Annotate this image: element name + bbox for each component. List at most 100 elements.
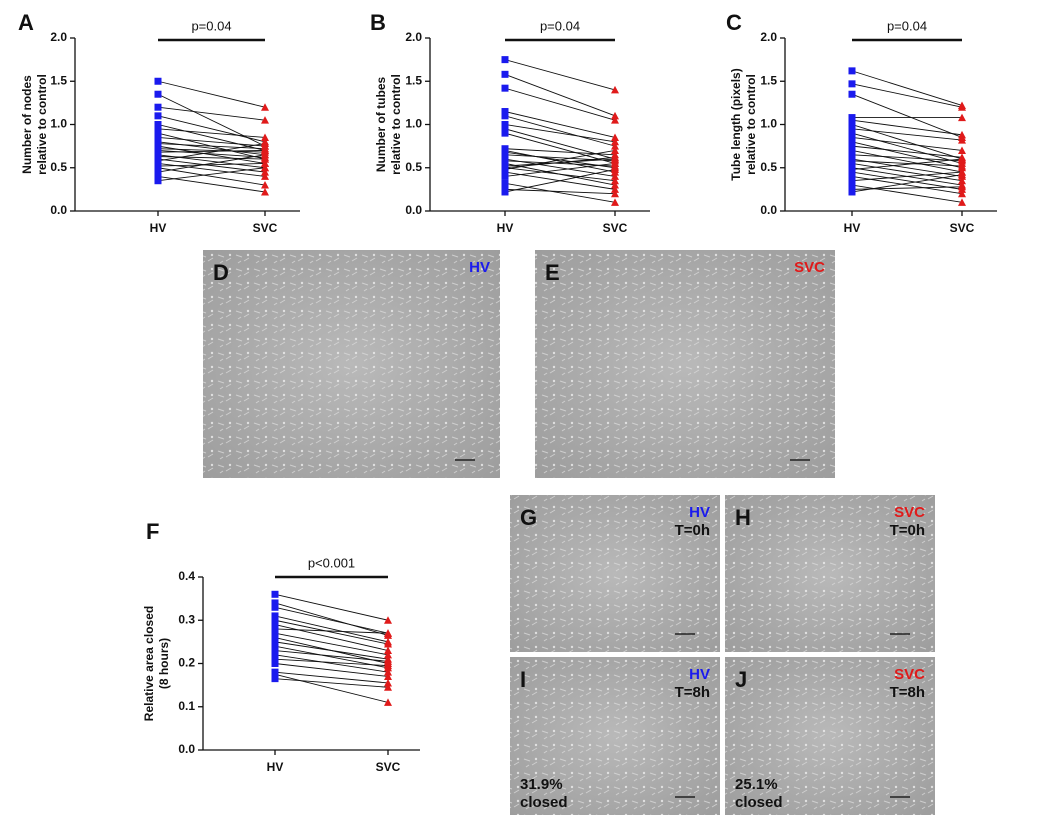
pair-line	[851, 174, 963, 193]
point	[271, 651, 279, 659]
point	[958, 113, 966, 122]
point	[848, 80, 856, 88]
point	[848, 121, 856, 128]
pair-line	[157, 150, 266, 153]
point	[384, 657, 392, 665]
pair-line	[274, 632, 389, 656]
y-axis-label: Tube length (pixels)	[729, 68, 743, 180]
pair-line	[157, 143, 266, 162]
pair-line	[274, 663, 389, 677]
group-label: SVC	[894, 504, 925, 521]
x-tick-label: HV	[844, 221, 861, 235]
micrograph-texture	[203, 250, 500, 478]
group-label: HV	[689, 666, 710, 683]
pair-line	[851, 154, 963, 162]
point	[501, 168, 509, 176]
pair-line	[851, 171, 963, 182]
point	[611, 153, 619, 161]
p-value: p=0.04	[887, 18, 927, 33]
pair-line	[274, 671, 389, 684]
point	[848, 159, 856, 167]
point	[261, 172, 269, 180]
point	[958, 146, 966, 154]
point	[271, 642, 279, 650]
point	[271, 629, 279, 637]
point	[271, 670, 279, 678]
pair-line	[274, 654, 389, 673]
point	[958, 176, 966, 185]
point	[261, 139, 269, 148]
x-tick-label: SVC	[950, 221, 975, 235]
panel-label: E	[545, 260, 560, 285]
point	[848, 168, 856, 176]
point	[848, 129, 856, 137]
point	[848, 114, 856, 122]
point	[261, 163, 269, 172]
point	[384, 661, 392, 670]
y-tick-label: 2.0	[405, 30, 422, 44]
point	[501, 56, 509, 64]
point	[154, 177, 162, 185]
pair-line	[274, 606, 389, 634]
y-tick-label: 1.0	[760, 117, 777, 131]
pair-line	[157, 80, 266, 108]
point	[848, 138, 856, 146]
point	[501, 164, 509, 172]
point	[154, 125, 162, 133]
panel-label: J	[735, 667, 747, 692]
point	[261, 150, 269, 159]
point	[611, 176, 619, 185]
point	[501, 151, 509, 159]
pair-line	[851, 184, 963, 203]
pair-line	[504, 124, 616, 143]
pair-line	[504, 182, 616, 203]
pair-line	[274, 628, 389, 634]
pair-line	[851, 158, 963, 170]
micrograph: D HV	[203, 250, 500, 478]
point	[154, 121, 162, 128]
point	[958, 198, 966, 206]
pair-line	[274, 641, 389, 660]
x-tick-label: SVC	[603, 221, 628, 235]
pair-line	[157, 167, 266, 186]
time-label: T=8h	[890, 684, 925, 701]
point	[501, 121, 509, 128]
y-tick-label: 0.5	[760, 160, 777, 174]
pair-line	[274, 658, 389, 667]
point	[501, 125, 509, 133]
panel-label: I	[520, 667, 526, 692]
time-label: T=0h	[675, 522, 710, 539]
y-tick-label: 1.5	[760, 73, 777, 87]
pair-line	[851, 93, 963, 138]
point	[611, 137, 619, 146]
point	[611, 181, 619, 189]
point	[611, 85, 619, 94]
point	[261, 159, 269, 167]
point	[271, 603, 279, 611]
point	[611, 159, 619, 167]
micrograph-texture	[725, 495, 935, 652]
closure-label: closed	[520, 794, 568, 811]
point	[154, 90, 162, 98]
point	[611, 185, 619, 193]
pair-line	[851, 150, 963, 173]
pair-line	[157, 137, 266, 147]
point	[848, 181, 856, 189]
pair-line	[157, 162, 266, 167]
y-tick-label: 0.4	[178, 569, 195, 583]
point	[848, 133, 856, 141]
point	[271, 675, 279, 683]
point	[958, 170, 966, 179]
point	[261, 146, 269, 154]
y-tick-label: 0.2	[178, 656, 195, 670]
x-tick-label: HV	[267, 760, 284, 774]
pair-line	[274, 650, 389, 662]
point	[848, 177, 856, 185]
pair-line	[851, 119, 963, 136]
pair-line	[504, 115, 616, 147]
pair-line	[274, 678, 389, 688]
point	[501, 84, 509, 92]
point	[611, 165, 619, 173]
